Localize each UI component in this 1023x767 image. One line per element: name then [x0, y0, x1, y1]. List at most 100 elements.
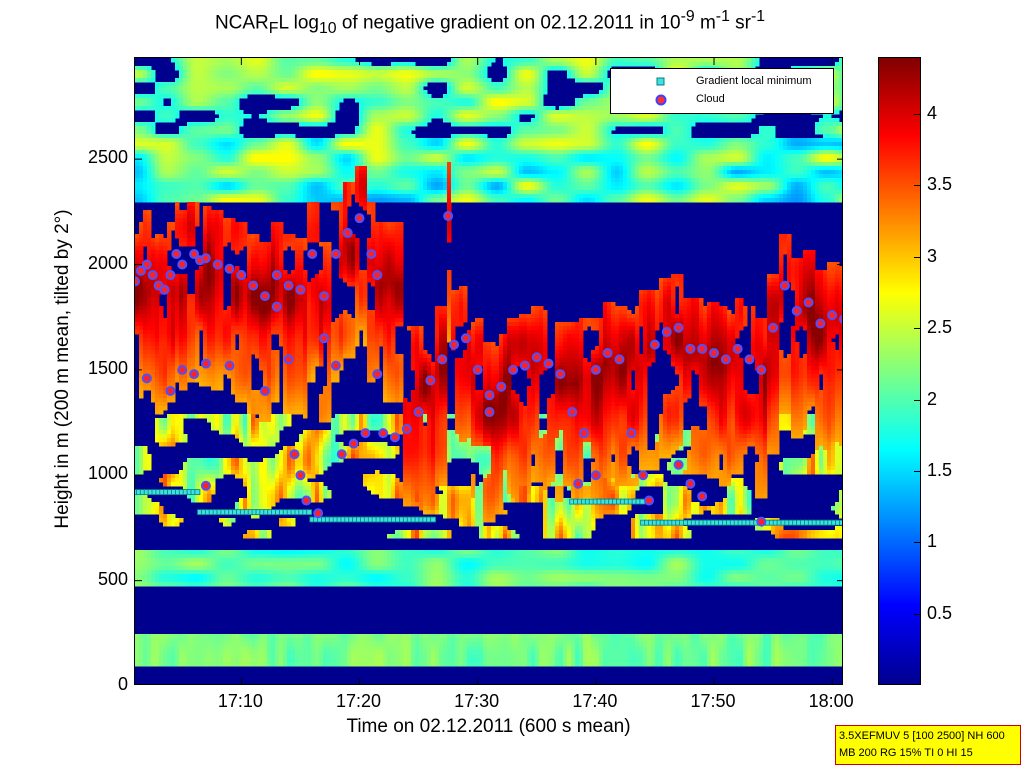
heatmap-cell	[199, 186, 204, 191]
heatmap-cell	[331, 434, 336, 439]
heatmap-cell	[231, 310, 236, 315]
heatmap-cell	[143, 122, 148, 127]
heatmap-cell	[323, 162, 328, 167]
heatmap-cell	[155, 174, 160, 179]
heatmap-cell	[323, 410, 328, 415]
heatmap-cell	[287, 642, 292, 647]
heatmap-cell	[163, 146, 168, 151]
heatmap-cell	[279, 94, 284, 99]
heatmap-cell	[195, 198, 200, 203]
heatmap-cell	[155, 570, 160, 575]
heatmap-cell	[195, 578, 200, 583]
heatmap-cell	[195, 582, 200, 587]
heatmap-cell	[263, 310, 268, 315]
heatmap-cell	[287, 550, 292, 555]
heatmap-cell	[231, 286, 236, 291]
heatmap-cell	[139, 662, 144, 667]
heatmap-cell	[307, 298, 312, 303]
heatmap-cell	[187, 98, 192, 103]
heatmap-cell	[287, 190, 292, 195]
heatmap-cell	[227, 170, 232, 175]
heatmap-cell	[291, 650, 296, 655]
heatmap-cell	[187, 174, 192, 179]
heatmap-cell	[215, 214, 220, 219]
heatmap-cell	[315, 570, 320, 575]
heatmap-cell	[267, 382, 272, 387]
heatmap-cell	[331, 658, 336, 663]
heatmap-cell	[199, 550, 204, 555]
heatmap-cell	[199, 642, 204, 647]
heatmap-cell	[171, 350, 176, 355]
heatmap-cell	[135, 574, 140, 579]
heatmap-cell	[259, 334, 264, 339]
heatmap-cell	[311, 642, 316, 647]
heatmap-cell	[323, 310, 328, 315]
heatmap-cell	[143, 190, 148, 195]
heatmap-cell	[147, 122, 152, 127]
heatmap-cell	[315, 354, 320, 359]
heatmap-cell	[275, 470, 280, 475]
heatmap-cell	[171, 102, 176, 107]
heatmap-cell	[331, 638, 336, 643]
heatmap-cell	[147, 454, 152, 459]
heatmap-cell	[299, 454, 304, 459]
heatmap-cell	[271, 194, 276, 199]
heatmap-cell	[143, 150, 148, 155]
heatmap-cell	[303, 458, 308, 463]
heatmap-cell	[215, 422, 220, 427]
heatmap-cell	[303, 78, 308, 83]
heatmap-cell	[143, 286, 148, 291]
heatmap-cell	[219, 210, 224, 215]
heatmap-cell	[303, 558, 308, 563]
heatmap-cell	[187, 550, 192, 555]
heatmap-cell	[327, 562, 332, 567]
heatmap-cell	[231, 658, 236, 663]
heatmap-cell	[239, 134, 244, 139]
heatmap-cell	[211, 294, 216, 299]
heatmap-cell	[315, 326, 320, 331]
heatmap-cell	[271, 294, 276, 299]
heatmap-cell	[283, 94, 288, 99]
heatmap-cell	[331, 334, 336, 339]
heatmap-cell	[207, 370, 212, 375]
heatmap-cell	[303, 562, 308, 567]
heatmap-cell	[163, 394, 168, 399]
heatmap-cell	[319, 146, 324, 151]
heatmap-cell	[159, 330, 164, 335]
heatmap-cell	[195, 274, 200, 279]
heatmap-cell	[263, 378, 268, 383]
heatmap-cell	[283, 186, 288, 191]
heatmap-cell	[251, 414, 256, 419]
heatmap-cell	[147, 650, 152, 655]
heatmap-cell	[215, 162, 220, 167]
heatmap-cell	[251, 66, 256, 71]
heatmap-cell	[247, 438, 252, 443]
heatmap-cell	[239, 166, 244, 171]
heatmap-cell	[227, 470, 232, 475]
heatmap-cell	[299, 78, 304, 83]
heatmap-cell	[227, 638, 232, 643]
heatmap-cell	[175, 146, 180, 151]
heatmap-cell	[163, 482, 168, 487]
heatmap-cell	[259, 558, 264, 563]
heatmap-cell	[315, 362, 320, 367]
heatmap-cell	[183, 658, 188, 663]
heatmap-cell	[215, 370, 220, 375]
heatmap-cell	[143, 78, 148, 83]
heatmap-cell	[227, 554, 232, 559]
heatmap-cell	[319, 318, 324, 323]
heatmap-cell	[203, 146, 208, 151]
heatmap-cell	[183, 558, 188, 563]
heatmap-cell	[311, 90, 316, 95]
heatmap-cell	[167, 318, 172, 323]
heatmap-cell	[195, 106, 200, 111]
heatmap-cell	[179, 238, 184, 243]
heatmap-cell	[271, 570, 276, 575]
heatmap-cell	[179, 242, 184, 247]
heatmap-cell	[287, 170, 292, 175]
heatmap-cell	[279, 318, 284, 323]
heatmap-cell	[187, 654, 192, 659]
heatmap-cell	[155, 558, 160, 563]
heatmap-cell	[167, 582, 172, 587]
heatmap-cell	[159, 178, 164, 183]
